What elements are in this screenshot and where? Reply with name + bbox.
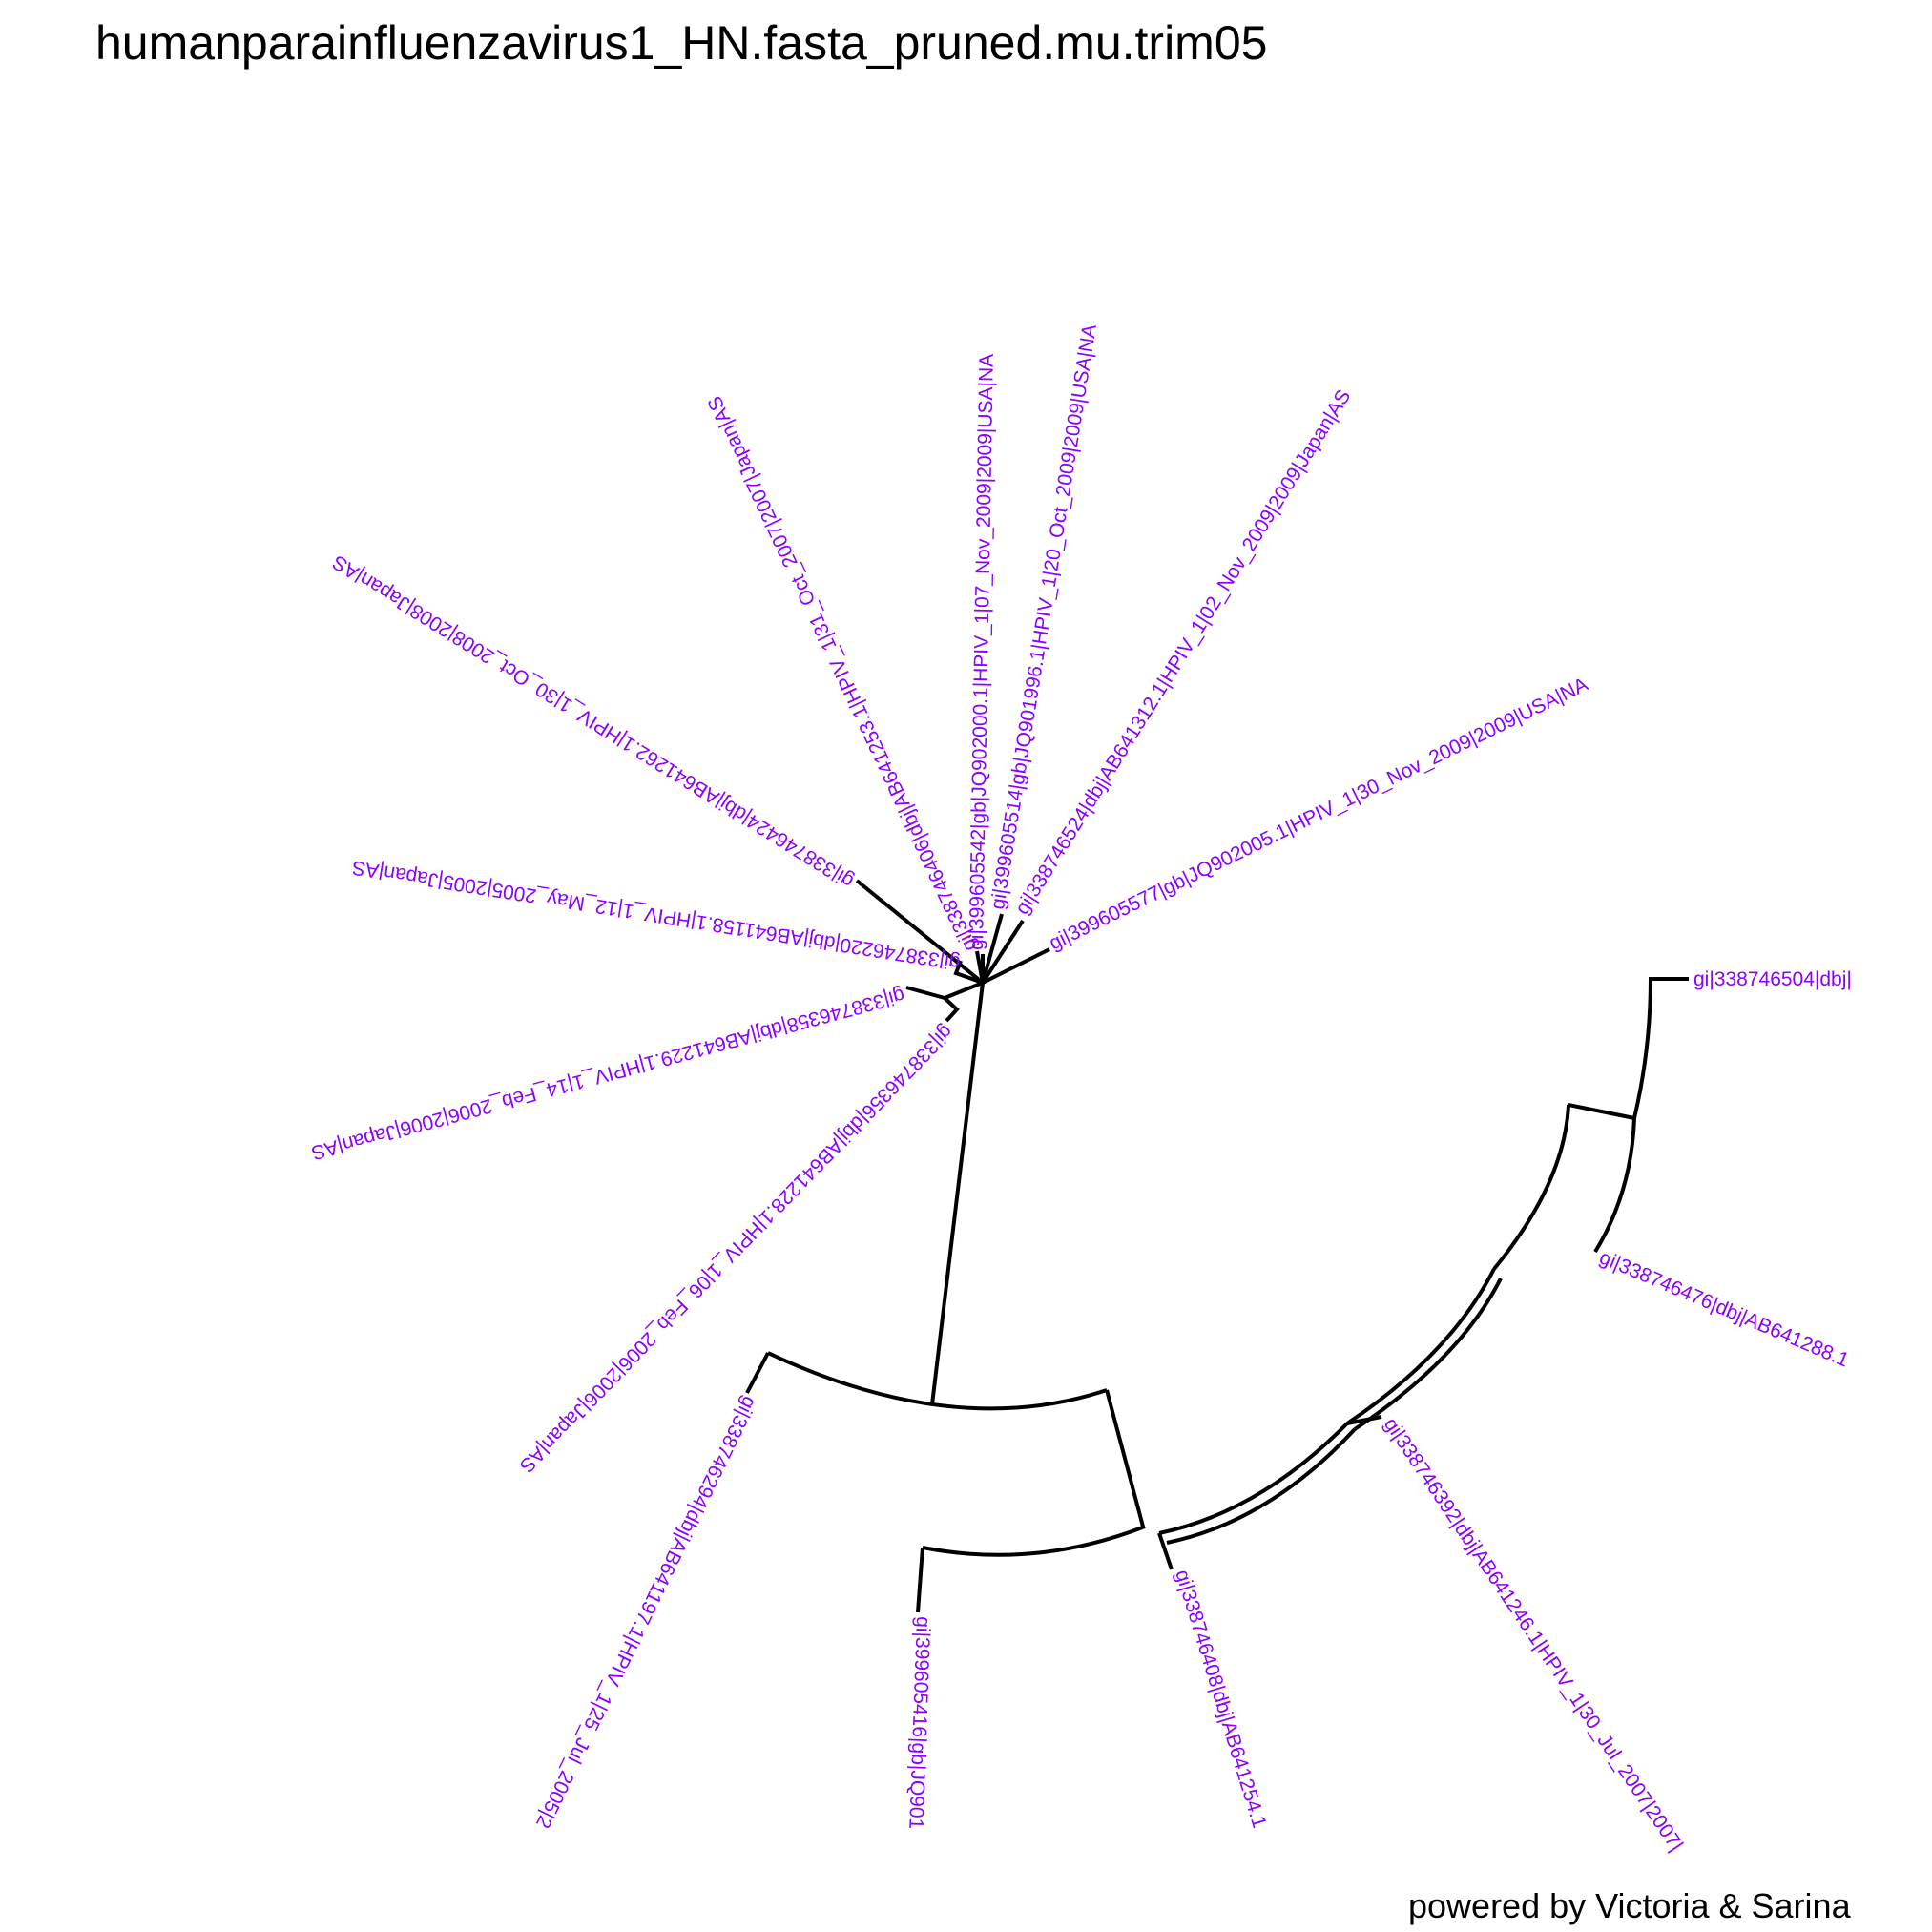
branch-tip-10 bbox=[975, 950, 985, 984]
tip-labels: gi|338746504|dbj| gi|338746476|dbj|AB641… bbox=[309, 322, 1852, 1855]
branch-tip-6-7 bbox=[941, 981, 984, 1023]
branch-tip-3 bbox=[1157, 1532, 1174, 1570]
tip-label: gi|338746408|dbj|AB641254.1 bbox=[1171, 1568, 1270, 1831]
tip-label: gi|399605577|gb|JQ902005.1|HPIV_1|30_Nov… bbox=[1046, 674, 1591, 955]
footer-credit: powered by Victoria & Sarina bbox=[1408, 1886, 1852, 1925]
branch-root-stem bbox=[930, 982, 985, 1405]
branch-tip-7 bbox=[905, 986, 945, 1000]
tip-label: gi|338746476|dbj|AB641288.1 bbox=[1596, 1246, 1852, 1371]
tip-label: gi|399605542|gb|JQ902000.1|HPIV_1|07_Nov… bbox=[966, 354, 998, 950]
branch-tip-13 bbox=[981, 919, 1025, 985]
branch-tip-8 bbox=[953, 960, 984, 985]
tip-label: gi|399605416|gb|JQ901 bbox=[904, 1616, 934, 1830]
branch-tip-0 bbox=[1632, 977, 1689, 1119]
branch-arc-right-d bbox=[1353, 1278, 1503, 1431]
branch-arc-right-c bbox=[1345, 1268, 1496, 1425]
branch-tip-14 bbox=[982, 947, 1050, 985]
tip-label: gi|338746220|dbj|AB641158.1|HPIV_1|12_Ma… bbox=[351, 856, 962, 974]
branch-arc-right-b bbox=[1166, 1427, 1357, 1545]
tree-branches bbox=[745, 879, 1689, 1613]
branch-arc-lower bbox=[767, 1351, 1108, 1411]
branch-tip-1 bbox=[1593, 1117, 1636, 1254]
branch-node-top-right bbox=[1568, 1103, 1635, 1120]
branch-inner-node bbox=[1105, 1389, 1145, 1527]
branch-arc-upper-right bbox=[1492, 1104, 1570, 1271]
branch-tip-4 bbox=[916, 1547, 924, 1613]
tip-label: gi|338746424|dbj|AB641262.1|HPIV_1|30_Oc… bbox=[328, 551, 857, 892]
branch-tip-5 bbox=[745, 1352, 770, 1394]
branch-tip-12 bbox=[981, 913, 1004, 984]
branch-tip-2 bbox=[1346, 1415, 1382, 1425]
tip-label: gi|338746358|dbj|AB641229.1|HPIV_1|14_Fe… bbox=[309, 984, 907, 1164]
tip-label: gi|338746294|dbj|AB641197.1|HPIV_1|25_Ju… bbox=[531, 1393, 760, 1832]
tip-label: gi|338746392|dbj|AB641246.1|HPIV_1|30_Ju… bbox=[1380, 1414, 1688, 1856]
figure-title: humanparainfluenzavirus1_HN.fasta_pruned… bbox=[95, 16, 1267, 70]
branch-tip-9 bbox=[855, 879, 985, 985]
branch-arc-bottom bbox=[922, 1525, 1146, 1557]
branch-arc-right-a bbox=[1158, 1422, 1349, 1535]
tip-label: gi|338746504|dbj| bbox=[1693, 968, 1852, 990]
